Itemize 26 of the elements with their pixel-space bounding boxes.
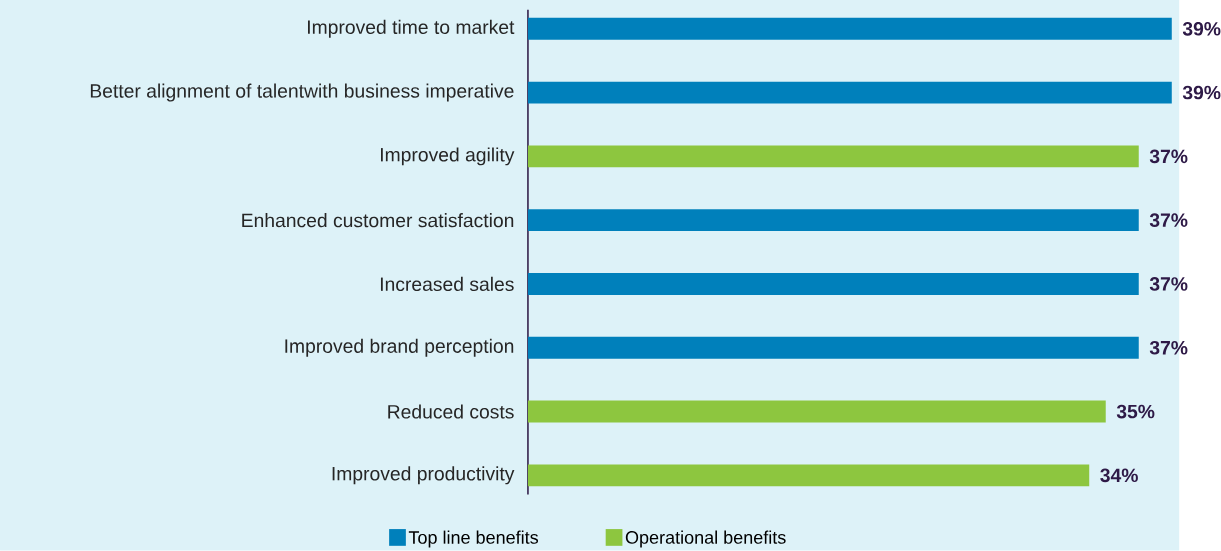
bar (527, 81, 1172, 104)
data-label: 35% (1116, 404, 1155, 419)
bar (527, 464, 1090, 487)
bar (527, 336, 1139, 359)
bar (527, 145, 1139, 168)
y-tick-label: Reduced costs (388, 404, 514, 419)
bar (527, 273, 1139, 296)
bar (527, 400, 1106, 423)
y-tick-label: Better alignment of talentwith business imperative (90, 83, 514, 102)
data-label: 34% (1100, 468, 1138, 483)
data-label: 37% (1149, 341, 1188, 355)
data-label: 37% (1149, 149, 1188, 164)
legend-label: Top line benefits (408, 530, 539, 548)
data-label: 39% (1182, 22, 1221, 36)
data-label: 37% (1149, 213, 1188, 228)
y-tick-label: Increased sales (380, 276, 514, 292)
data-label: 37% (1149, 277, 1188, 291)
y-tick-label: Improved productivity (332, 466, 515, 485)
y-tick-label: Improved time to market (308, 19, 515, 38)
bar (527, 209, 1139, 232)
y-tick-label: Improved brand perception (285, 338, 514, 357)
y-tick-label: Improved agility (380, 147, 515, 166)
legend-label: Operational benefits (625, 530, 786, 548)
bar (527, 17, 1172, 40)
data-label: 39% (1182, 85, 1221, 100)
y-tick-label: Enhanced customer satisfaction (242, 213, 514, 228)
